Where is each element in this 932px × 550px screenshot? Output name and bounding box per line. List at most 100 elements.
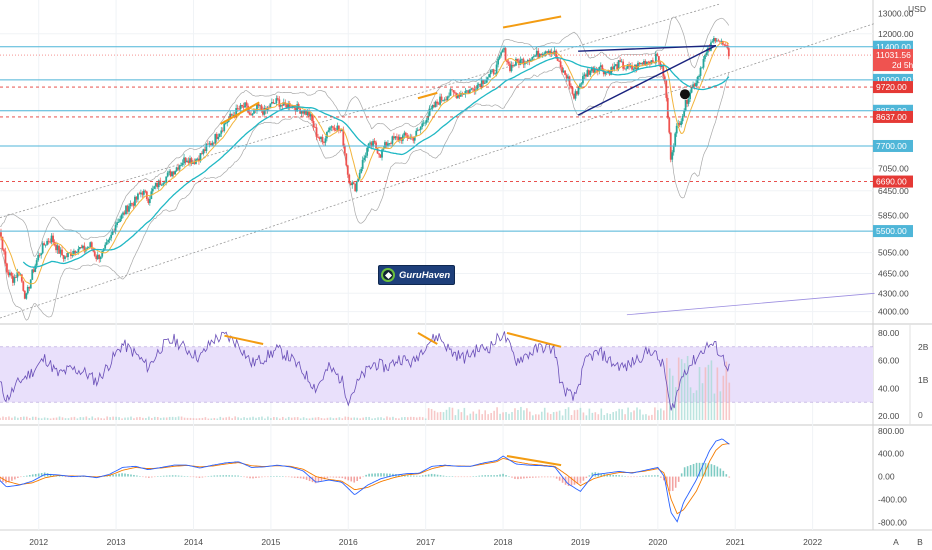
macd-histogram-bar	[37, 473, 40, 477]
channel-line	[0, 23, 875, 319]
candle-body	[375, 142, 377, 149]
volume-bar	[600, 408, 603, 420]
candle-body	[78, 247, 81, 249]
macd-histogram-bar	[281, 476, 284, 477]
volume-bar	[115, 416, 117, 420]
candle-body	[704, 55, 706, 59]
macd-histogram-bar	[207, 476, 210, 477]
wedge-pattern[interactable]	[577, 44, 717, 116]
volume-bar	[252, 416, 254, 420]
volume-bar	[25, 416, 28, 420]
candle-body	[573, 93, 575, 99]
candle-body	[317, 136, 319, 138]
macd-histogram-bar	[127, 474, 129, 477]
macd-histogram-bar	[371, 473, 373, 477]
ma-fast	[0, 41, 730, 285]
divergence-line[interactable]	[506, 455, 562, 467]
rsi-pane[interactable]	[0, 331, 873, 420]
candle-body	[141, 192, 144, 195]
volume-bar	[258, 417, 260, 420]
scale-button[interactable]: B	[917, 537, 923, 547]
candle-body	[434, 101, 437, 108]
currency-label[interactable]: USD	[908, 4, 926, 14]
candle-body	[44, 244, 47, 246]
candle-body	[327, 130, 330, 132]
candle-body	[690, 87, 693, 93]
candle-body	[87, 246, 90, 248]
rsi-line[interactable]	[0, 331, 730, 411]
volume-bar	[597, 414, 600, 420]
macd-line[interactable]	[0, 438, 730, 523]
volume-bar	[284, 418, 287, 420]
volume-bar	[249, 417, 251, 420]
price-pane[interactable]	[0, 3, 875, 321]
candle-body	[654, 53, 657, 64]
candle-body	[40, 253, 43, 256]
macd-histogram-bar	[648, 475, 650, 477]
macd-pane[interactable]	[0, 438, 731, 523]
macd-histogram-bar	[657, 475, 659, 477]
candle-body	[657, 56, 660, 63]
candle-body	[351, 182, 354, 186]
candle-body	[543, 53, 546, 55]
candle-body	[537, 50, 540, 58]
candle-body	[715, 40, 718, 42]
macd-histogram-bar	[151, 476, 153, 478]
volume-bar	[91, 416, 94, 420]
volume-bar	[689, 387, 692, 420]
divergence-line[interactable]	[220, 101, 260, 125]
candle-body	[123, 212, 126, 215]
macd-histogram-bar	[612, 474, 614, 477]
macd-histogram-bar	[305, 476, 308, 480]
divergence-line[interactable]	[506, 331, 562, 348]
volume-bar	[433, 410, 436, 420]
volume-bar	[514, 408, 516, 420]
divergence-line[interactable]	[502, 15, 562, 29]
macd-histogram-bar	[505, 475, 507, 477]
macd-histogram-bar	[380, 473, 382, 477]
divergence-line[interactable]	[224, 334, 264, 345]
macd-histogram-bar	[454, 476, 457, 478]
volume-bar	[630, 412, 632, 420]
level-tag-label: 6690.00	[876, 177, 907, 187]
divergence-line[interactable]	[417, 91, 438, 100]
divergence-line[interactable]	[417, 332, 438, 345]
volume-bar	[302, 417, 305, 420]
volume-bar	[612, 412, 614, 420]
candle-body	[166, 172, 169, 177]
macd-histogram-bar	[377, 473, 379, 477]
volume-bar	[454, 415, 457, 420]
volume-bar	[356, 417, 359, 420]
volume-bar	[332, 418, 335, 420]
candle-body	[376, 148, 379, 154]
candle-body	[160, 184, 163, 186]
candle-body	[541, 54, 544, 56]
breakout-marker	[679, 89, 690, 100]
volume-bar	[338, 417, 341, 420]
volume-tick-label: 0	[918, 410, 923, 420]
brand-name: GuruHaven	[399, 269, 451, 281]
candle-body	[90, 242, 93, 249]
candle-body	[346, 165, 349, 175]
volume-bar	[97, 417, 100, 420]
candle-body	[110, 234, 113, 239]
candle-body	[184, 157, 187, 163]
candle-body	[342, 129, 345, 147]
scale-button[interactable]: A	[893, 537, 899, 547]
volume-bar	[20, 417, 22, 420]
candle-body	[451, 89, 453, 91]
macd-histogram-bar	[558, 476, 561, 481]
candle-body	[486, 77, 489, 80]
volume-bar	[112, 416, 114, 420]
time-tick-label: 2020	[648, 537, 667, 547]
candle-body	[394, 136, 397, 139]
candle-body	[224, 123, 227, 124]
macd-histogram-bar	[11, 476, 13, 481]
candle-body	[245, 102, 248, 106]
macd-histogram-bar	[606, 474, 609, 477]
volume-bar	[490, 412, 492, 420]
macd-histogram-bar	[341, 476, 344, 479]
candle-body	[13, 277, 16, 283]
macd-signal-line[interactable]	[0, 443, 730, 515]
